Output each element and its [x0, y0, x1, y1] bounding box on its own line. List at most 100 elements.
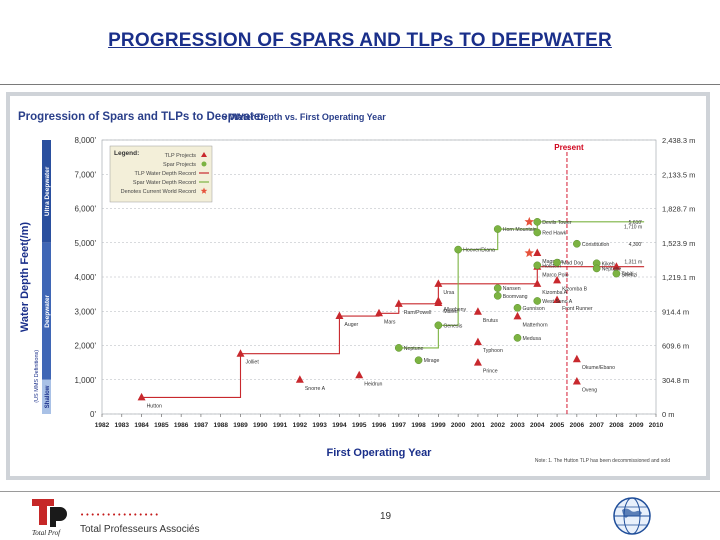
point-label: Front Runner	[562, 306, 593, 312]
spar-point	[533, 218, 542, 226]
point-label: Mars	[384, 319, 396, 325]
record-annotation: 1,710 m	[624, 224, 642, 230]
tlp-point	[513, 311, 522, 320]
x-tick-label: 2006	[570, 422, 585, 429]
tlp-point	[533, 279, 542, 287]
spar-point	[493, 284, 502, 292]
point-label: Constitution	[582, 242, 610, 248]
spar-point	[592, 264, 601, 273]
tlp-record-line	[141, 266, 645, 398]
tlp-point	[434, 279, 443, 287]
x-axis-label: First Operating Year	[327, 447, 433, 459]
x-tick-label: 2002	[490, 422, 505, 429]
tlp-point	[295, 375, 304, 383]
band-deepwater	[42, 242, 51, 380]
record-annotation: 4,300'	[629, 242, 643, 248]
point-label: Prince	[483, 369, 498, 375]
tlp-point	[394, 299, 403, 307]
spar-point	[533, 228, 542, 237]
point-label: Marlin	[443, 309, 457, 315]
point-label: Gunnison	[523, 306, 545, 312]
y-tick-label: 5,000'	[74, 239, 96, 248]
tlp-point	[553, 275, 562, 284]
y-tick-label-right: 1,523.9 m	[662, 239, 695, 248]
y-tick-label-right: 2,438.3 m	[662, 136, 695, 145]
x-tick-label: 1997	[392, 422, 407, 429]
spar-point	[394, 344, 403, 352]
record-annotation: 5,610'	[629, 220, 643, 226]
legend-marker-triangle	[201, 152, 207, 157]
legend-title: Legend:	[114, 150, 139, 157]
y-tick-label-right: 609.6 m	[662, 342, 689, 351]
y-tick-label-right: 304.8 m	[662, 376, 689, 385]
chart-figure: Progression of Spars and TLPs to Deepwat…	[6, 92, 710, 480]
tlp-point	[572, 376, 581, 385]
x-tick-label: 2004	[530, 422, 545, 429]
x-tick-label: 1984	[134, 422, 149, 429]
point-label: Allegheny	[443, 307, 466, 313]
company-name: Total Professeurs Associés	[80, 524, 200, 535]
present-label: Present	[554, 143, 584, 152]
point-label: Genesis	[443, 323, 462, 329]
chart-svg: Progression of Spars and TLPs to Deepwat…	[10, 96, 706, 476]
point-label: Holstein	[542, 263, 561, 269]
x-tick-label: 1992	[293, 422, 308, 429]
spar-point	[533, 297, 542, 305]
x-tick-label: 1993	[312, 422, 327, 429]
point-label: Oveng	[582, 387, 597, 393]
y-tick-label: 0'	[90, 410, 96, 419]
y-tick-label: 8,000'	[74, 136, 96, 145]
band-label-shallow: Shallow	[45, 385, 51, 408]
spar-point	[553, 258, 561, 267]
legend-box	[109, 145, 213, 203]
tlp-point	[137, 392, 146, 401]
title-divider	[0, 84, 720, 85]
x-tick-label: 1996	[372, 422, 387, 429]
x-tick-label: 2005	[550, 422, 565, 429]
point-label: Hutton	[147, 403, 162, 409]
point-label: Mad Dog	[562, 261, 583, 267]
point-label: Okume/Ebano	[582, 365, 615, 371]
point-label: Neptune	[602, 266, 622, 272]
point-label: Devils Tower	[542, 220, 572, 226]
x-tick-label: 1985	[154, 422, 169, 429]
point-label: Snorre A	[305, 386, 326, 392]
y-axis-label: Water Depth Feet(/m)	[19, 222, 31, 333]
y-tick-label-right: 0 m	[662, 410, 675, 419]
band-ultra-deepwater	[42, 140, 51, 243]
page-number: 19	[380, 511, 392, 522]
point-label: Ursa	[443, 290, 454, 296]
logo-text: Total Prof	[32, 529, 61, 537]
point-label: Kizomba B	[562, 286, 588, 292]
spar-point	[513, 303, 522, 312]
x-tick-label: 2010	[649, 422, 664, 429]
y-tick-label-right: 914.4 m	[662, 307, 689, 316]
legend-entry: TLP Projects	[165, 153, 197, 159]
globe-logo-icon	[613, 497, 651, 535]
x-tick-label: 1987	[194, 422, 209, 429]
band-label-ultra: Ultra Deepwater	[44, 166, 51, 216]
x-tick-label: 1989	[233, 422, 248, 429]
legend-entry: Denotes Current World Record	[121, 189, 196, 195]
tlp-point	[473, 307, 482, 315]
spar-point	[612, 269, 621, 278]
point-label: Medusa	[523, 336, 542, 342]
y-tick-label: 6,000'	[74, 205, 96, 214]
tlp-point	[236, 349, 245, 357]
y-tick-label: 3,000'	[74, 307, 96, 316]
footer-dots: •••••••••••••••	[80, 511, 160, 519]
point-label: Nansen	[503, 286, 521, 292]
point-label: West Seno A	[542, 299, 572, 305]
tlp-point	[612, 262, 621, 270]
tlp-point	[553, 295, 562, 303]
point-label: Mirage	[424, 358, 440, 364]
band-shallow	[42, 379, 51, 414]
tlp-point	[473, 337, 482, 346]
tlp-point	[533, 248, 542, 257]
x-tick-label: 1982	[95, 422, 110, 429]
x-tick-label: 2003	[510, 422, 525, 429]
band-label-mms: (US MMS Definitions)	[34, 350, 40, 403]
point-label: Tahiti	[621, 272, 633, 278]
point-label: Jolliet	[246, 360, 260, 366]
legend-marker-circle	[201, 161, 207, 167]
